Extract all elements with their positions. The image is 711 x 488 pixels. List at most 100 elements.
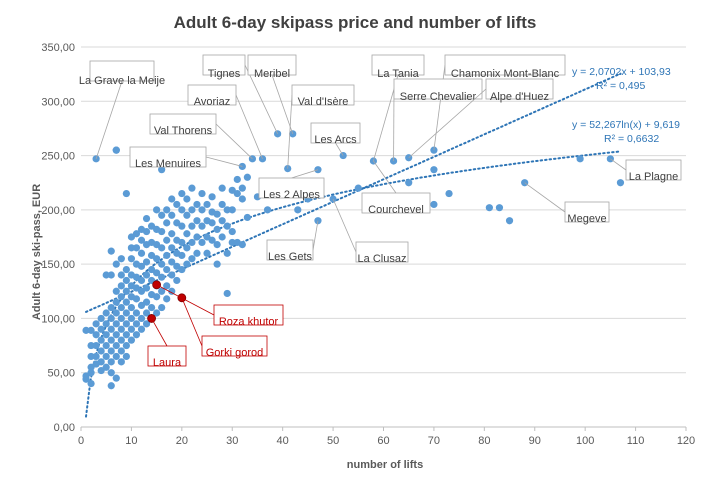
- data-point: [102, 271, 110, 279]
- callout-label: La Plagne: [629, 171, 679, 183]
- x-tick-label: 10: [125, 435, 137, 447]
- data-point: [223, 249, 231, 257]
- data-point: [92, 331, 100, 339]
- data-point: [142, 227, 151, 236]
- data-point: [142, 214, 151, 223]
- data-point: [122, 331, 130, 339]
- callout-leader: [156, 284, 215, 316]
- data-point: [107, 271, 115, 279]
- data-point: [117, 336, 125, 344]
- callout-box: [291, 84, 355, 106]
- data-point: [127, 314, 136, 323]
- callout-box: [129, 146, 207, 168]
- callout-leader: [205, 156, 243, 167]
- data-point: [218, 233, 226, 241]
- linear-trend-r2: R² = 0,495: [596, 80, 645, 92]
- axis-layer: 0,00 50,00 100,00 150,00 200,00 250,00 300,00 3…: [41, 42, 695, 447]
- data-point: [132, 230, 141, 238]
- data-point: [122, 320, 130, 328]
- data-point: [102, 363, 110, 371]
- callout-leader: [244, 64, 278, 135]
- data-point: [168, 258, 176, 266]
- callout-leader: [235, 94, 263, 159]
- x-tick-label: 70: [428, 435, 440, 447]
- x-tick-label: 40: [277, 435, 289, 447]
- data-point: [158, 211, 166, 219]
- data-point: [122, 265, 130, 274]
- data-point: [137, 262, 146, 270]
- y-tick-label: 250,00: [41, 151, 75, 163]
- data-point: [228, 238, 236, 247]
- data-point: [97, 358, 105, 366]
- callout-label: Avoriaz: [194, 96, 230, 108]
- callout-label: La Tania: [377, 68, 419, 80]
- data-point: [168, 271, 176, 279]
- data-point: [137, 249, 146, 257]
- callout-box: [371, 54, 425, 76]
- data-point: [97, 314, 105, 323]
- data-point: [218, 184, 226, 192]
- data-point: [218, 217, 226, 225]
- data-point: [223, 222, 231, 230]
- data-point: [112, 287, 120, 295]
- data-point: [354, 184, 362, 192]
- data-point: [122, 276, 130, 285]
- data-point: [163, 236, 171, 244]
- data-point: [228, 206, 236, 214]
- data-point: [168, 244, 176, 252]
- data-point: [163, 295, 171, 303]
- data-point: [168, 211, 176, 219]
- data-point: [153, 309, 161, 317]
- data-point: [193, 200, 201, 209]
- data-point: [223, 289, 231, 298]
- data-point: [233, 175, 241, 184]
- data-point: [132, 309, 141, 317]
- callout-leader: [287, 94, 293, 169]
- x-tick-label: 80: [478, 435, 490, 447]
- data-point: [208, 236, 216, 244]
- data-point: [445, 189, 453, 198]
- point-layer: [82, 130, 625, 390]
- data-point: [137, 325, 146, 333]
- data-point: [92, 320, 100, 328]
- data-point: [183, 260, 191, 268]
- data-point: [127, 244, 136, 252]
- callout-box: [202, 54, 246, 76]
- data-point: [153, 255, 161, 263]
- data-point: [188, 206, 196, 214]
- callout-leader: [433, 64, 446, 151]
- callout-box: [310, 122, 361, 144]
- data-point: [233, 189, 241, 198]
- data-point: [112, 146, 120, 154]
- data-point: [97, 336, 105, 344]
- data-point: [122, 189, 130, 198]
- data-point: [178, 206, 186, 214]
- data-point: [188, 184, 196, 192]
- data-point: [178, 265, 186, 274]
- callout-box: [149, 113, 217, 135]
- data-point: [117, 347, 125, 355]
- data-point: [158, 244, 166, 252]
- data-point: [158, 303, 166, 312]
- data-point: [158, 273, 166, 281]
- callout-leader: [181, 297, 203, 347]
- data-point: [294, 206, 302, 214]
- data-point: [188, 255, 196, 263]
- data-point: [92, 341, 100, 350]
- data-point: [198, 222, 206, 230]
- data-point: [213, 241, 221, 249]
- data-point: [87, 352, 95, 361]
- data-point: [97, 325, 105, 333]
- callout-label: Roza khutor: [219, 316, 279, 328]
- callout-label: Les Gets: [268, 251, 313, 263]
- linear-trendline: [85, 72, 622, 313]
- x-tick-label: 60: [377, 435, 389, 447]
- data-point: [193, 233, 201, 241]
- data-point: [203, 249, 211, 257]
- data-point: [243, 213, 251, 222]
- data-point: [228, 227, 236, 236]
- data-point: [163, 265, 171, 274]
- data-point: [107, 369, 115, 377]
- data-point: [188, 238, 196, 247]
- x-tick-label: 110: [627, 435, 645, 447]
